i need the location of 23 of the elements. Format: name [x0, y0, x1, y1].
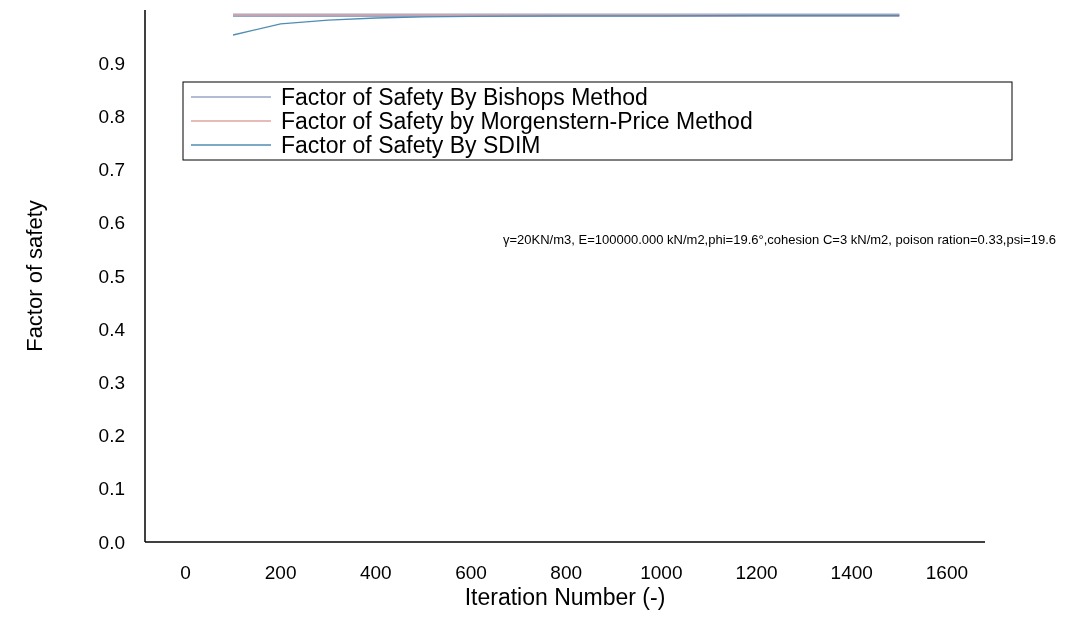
y-tick-label: 0.4 [98, 318, 126, 340]
y-tick-label: 0.8 [98, 105, 125, 127]
y-tick-label: 0.0 [98, 531, 125, 553]
legend-label: Factor of Safety By Bishops Method [281, 84, 648, 110]
x-tick-label: 1600 [925, 561, 969, 583]
x-tick-label: 1200 [735, 561, 778, 583]
y-tick-label: 0.6 [98, 212, 125, 234]
x-tick-label: 600 [455, 561, 487, 583]
y-axis-title: Factor of safety [22, 200, 47, 352]
y-tick-label: 0.7 [98, 159, 125, 181]
y-tick-label: 0.9 [98, 52, 125, 74]
x-tick-label: 1000 [640, 561, 683, 583]
y-tick-label: 0.3 [98, 371, 125, 393]
y-tick-label: 0.5 [98, 265, 125, 287]
annotation: γ=20KN/m3, E=100000.000 kN/m2,phi=19.6°,cohesion C=3 kN/m2, poison ration=0.33,psi=19.6 [503, 232, 1056, 247]
x-tick-label: 400 [359, 561, 392, 583]
x-tick-label: 200 [264, 561, 297, 583]
x-tick-label: 800 [550, 561, 583, 583]
x-tick-label: 1400 [830, 561, 873, 583]
x-tick-label: 0 [180, 561, 191, 583]
y-tick-label: 0.1 [98, 478, 125, 500]
x-axis-title: Iteration Number (-) [464, 584, 666, 610]
y-tick-label: 0.2 [98, 425, 125, 447]
